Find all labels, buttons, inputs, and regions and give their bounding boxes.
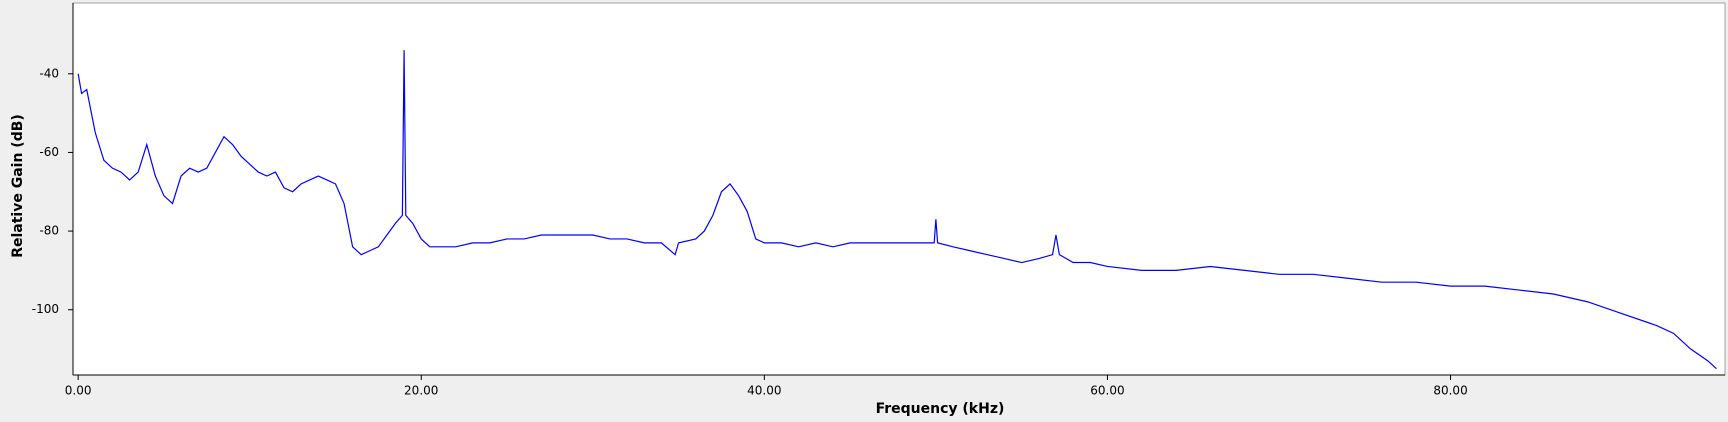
y-tick-label: -100 bbox=[32, 302, 59, 316]
x-tick-label: 20.00 bbox=[404, 384, 438, 398]
x-tick-label: 60.00 bbox=[1090, 384, 1124, 398]
x-tick-label: 0.00 bbox=[65, 384, 92, 398]
y-tick-label: -80 bbox=[39, 224, 59, 238]
y-axis-title: Relative Gain (dB) bbox=[10, 114, 26, 258]
spectrum-line bbox=[77, 50, 1717, 370]
y-tick-label: -40 bbox=[39, 66, 59, 80]
x-tick-label: 40.00 bbox=[747, 384, 781, 398]
x-tick-label: 80.00 bbox=[1433, 384, 1467, 398]
x-axis-title: Frequency (kHz) bbox=[876, 401, 1005, 417]
plot-area bbox=[72, 2, 1726, 376]
y-tick-label: -60 bbox=[39, 145, 59, 159]
